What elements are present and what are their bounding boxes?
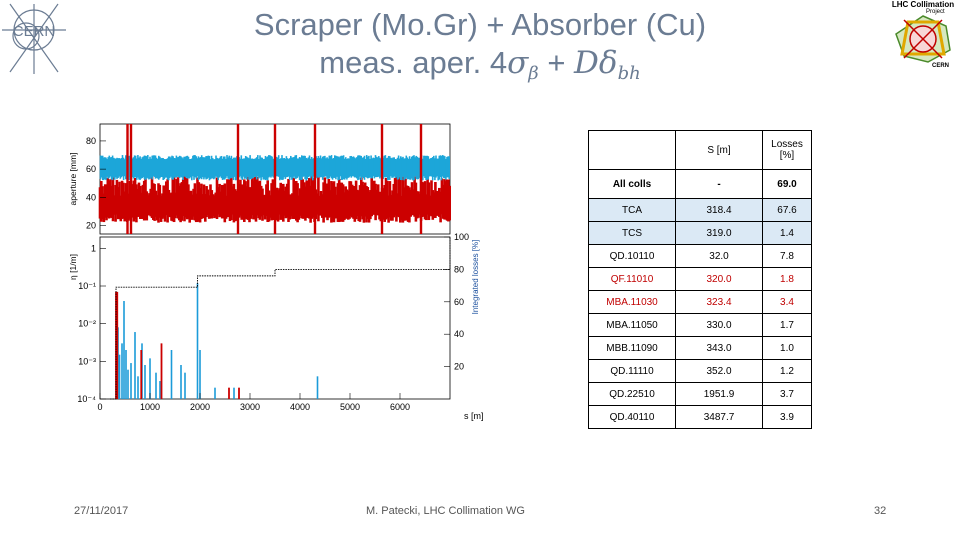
bottom-panel-frame bbox=[99, 236, 451, 400]
table-header-losses: Losses [%] bbox=[762, 130, 812, 170]
table-cell-name: QD.22510 bbox=[588, 382, 676, 406]
table-cell-name: TCS bbox=[588, 221, 676, 245]
table-row: All colls -69.0 bbox=[588, 169, 812, 199]
table-cell-loss: 1.8 bbox=[762, 267, 812, 291]
table-header-empty bbox=[588, 130, 676, 170]
table-cell-s: 323.4 bbox=[675, 290, 763, 314]
table-header-row: S [m] Losses [%] bbox=[588, 130, 812, 170]
table-header-s: S [m] bbox=[675, 130, 763, 170]
right-y-tick-label: 100 bbox=[454, 232, 469, 242]
title-line-1: Scraper (Mo.Gr) + Absorber (Cu) bbox=[253, 7, 707, 42]
bottom-y-axis-label: η [1/m] bbox=[68, 254, 78, 280]
right-y-tick-label: 40 bbox=[454, 329, 464, 339]
footer-date: 27/11/2017 bbox=[74, 505, 129, 517]
table-cell-name: MBB.11090 bbox=[588, 336, 676, 360]
table-cell-name: QD.11110 bbox=[588, 359, 676, 383]
table-row: QD.11110 352.0 1.2 bbox=[588, 359, 812, 383]
loss-map-svg: 20 40 60 80 aperture [mm] 1 10⁻¹ 10⁻² 10⁻³ 10⁻⁴ η … bbox=[68, 123, 484, 421]
table-cell-name: MBA.11030 bbox=[588, 290, 676, 314]
table-cell-loss: 67.6 bbox=[762, 198, 812, 222]
bottom-y-tick-label: 1 bbox=[91, 243, 96, 253]
title-d-delta: Dδbh bbox=[574, 45, 641, 84]
table-cell-loss: 7.8 bbox=[762, 244, 812, 268]
top-y-tick-label: 60 bbox=[86, 164, 96, 174]
loss-map-plot: 20 40 60 80 aperture [mm] 1 10⁻¹ 10⁻² 10⁻³ 10⁻⁴ η … bbox=[66, 120, 506, 430]
cern-logo-text: CERN bbox=[13, 23, 56, 40]
x-tick-label: 0 bbox=[97, 402, 102, 412]
x-axis-label: s [m] bbox=[464, 411, 484, 421]
table-cell-s: 320.0 bbox=[675, 267, 763, 291]
title-plus: + bbox=[538, 45, 575, 80]
bottom-y-tick-label: 10⁻³ bbox=[78, 356, 96, 366]
x-tick-label: 3000 bbox=[240, 402, 260, 412]
cern-logo: CERN bbox=[2, 2, 66, 74]
x-tick-label: 4000 bbox=[290, 402, 310, 412]
table-cell-s: 32.0 bbox=[675, 244, 763, 268]
table-cell-s: 1951.9 bbox=[675, 382, 763, 406]
bottom-y-tick-label: 10⁻² bbox=[78, 319, 96, 329]
table-row: TCA 318.4 67.6 bbox=[588, 198, 812, 222]
table-cell-loss: 3.4 bbox=[762, 290, 812, 314]
right-y-axis-label: Integrated losses [%] bbox=[471, 240, 480, 315]
table-cell-s: 343.0 bbox=[675, 336, 763, 360]
top-y-axis-label: aperture [mm] bbox=[68, 153, 78, 206]
table-cell-loss: 3.9 bbox=[762, 405, 812, 429]
bottom-y-tick-label: 10⁻⁴ bbox=[77, 394, 96, 404]
table-cell-name: QF.11010 bbox=[588, 267, 676, 291]
table-cell-name: All colls bbox=[588, 169, 676, 199]
table-cell-s: 3487.7 bbox=[675, 405, 763, 429]
top-y-tick-label: 40 bbox=[86, 192, 96, 202]
table-cell-loss: 3.7 bbox=[762, 382, 812, 406]
table-cell-name: TCA bbox=[588, 198, 676, 222]
table-cell-name: QD.10110 bbox=[588, 244, 676, 268]
right-y-tick-label: 60 bbox=[454, 297, 464, 307]
right-y-tick-label: 20 bbox=[454, 362, 464, 372]
collimation-logo: LHC Collimation Project CERN bbox=[888, 0, 958, 72]
losses-table: S [m] Losses [%] All colls -69.0 TCA 318.4 6… bbox=[588, 130, 812, 429]
top-y-tick-label: 20 bbox=[86, 221, 96, 231]
table-row: MBA.11030 323.4 3.4 bbox=[588, 290, 812, 314]
collimation-logo-title: LHC Collimation bbox=[891, 0, 955, 9]
x-tick-label: 6000 bbox=[390, 402, 410, 412]
table-row: MBB.11090 343.0 1.0 bbox=[588, 336, 812, 360]
bottom-y-tick-label: 10⁻¹ bbox=[78, 281, 96, 291]
table-cell-s: 319.0 bbox=[675, 221, 763, 245]
table-cell-loss: 1.4 bbox=[762, 221, 812, 245]
right-y-tick-label: 80 bbox=[454, 264, 464, 274]
table-cell-loss: 1.2 bbox=[762, 359, 812, 383]
table-row: QD.10110 32.0 7.8 bbox=[588, 244, 812, 268]
table-cell-s: 318.4 bbox=[675, 198, 763, 222]
footer-author: M. Patecki, LHC Collimation WG bbox=[366, 505, 525, 517]
x-tick-label: 5000 bbox=[340, 402, 360, 412]
table-cell-s: - bbox=[675, 169, 763, 199]
title-sigma: σβ bbox=[507, 45, 539, 84]
x-tick-label: 2000 bbox=[190, 402, 210, 412]
table-cell-name: QD.40110 bbox=[588, 405, 676, 429]
collimation-logo-sub: Project bbox=[926, 9, 945, 15]
table-cell-s: 352.0 bbox=[675, 359, 763, 383]
table-cell-name: MBA.11050 bbox=[588, 313, 676, 337]
collimation-logo-cern: CERN bbox=[932, 63, 950, 69]
table-row: TCS 319.0 1.4 bbox=[588, 221, 812, 245]
top-y-tick-label: 80 bbox=[86, 136, 96, 146]
title-line-2: meas. aper. 4σβ + Dδbh bbox=[200, 44, 760, 93]
title-line-2-text: meas. aper. 4 bbox=[319, 45, 508, 80]
table-cell-loss: 1.7 bbox=[762, 313, 812, 337]
table-row: QD.22510 1951.9 3.7 bbox=[588, 382, 812, 406]
slide-title: Scraper (Mo.Gr) + Absorber (Cu) meas. ap… bbox=[200, 6, 760, 93]
table-row: QD.40110 3487.7 3.9 bbox=[588, 405, 812, 429]
table-cell-loss: 69.0 bbox=[762, 169, 812, 199]
integrated-losses-curve bbox=[110, 237, 451, 400]
table-cell-s: 330.0 bbox=[675, 313, 763, 337]
table-row: MBA.11050 330.0 1.7 bbox=[588, 313, 812, 337]
x-tick-label: 1000 bbox=[140, 402, 160, 412]
page-number: 32 bbox=[874, 505, 887, 517]
table-row: QF.11010 320.0 1.8 bbox=[588, 267, 812, 291]
table-cell-loss: 1.0 bbox=[762, 336, 812, 360]
